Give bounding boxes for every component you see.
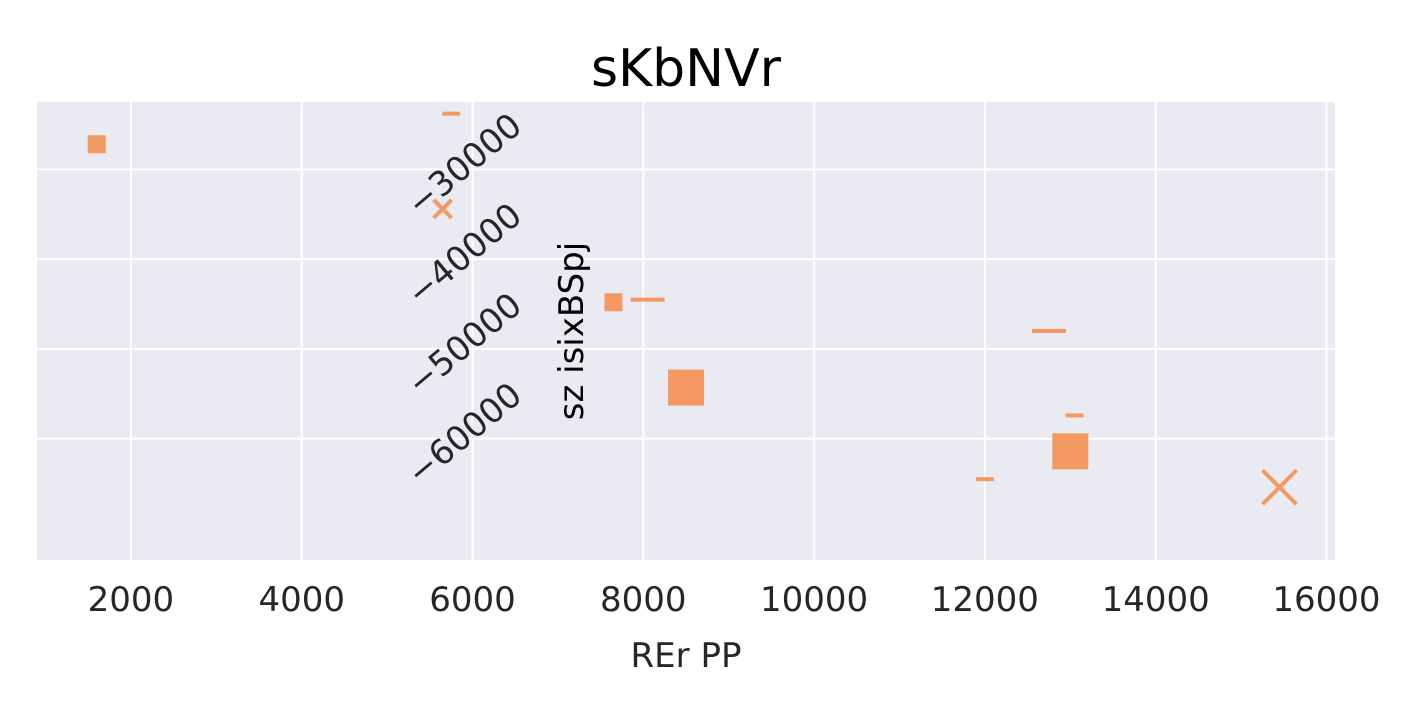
square-marker <box>604 293 623 312</box>
x-tick-label: 4000 <box>258 580 345 620</box>
x-tick-label: 6000 <box>429 580 516 620</box>
x-tick-labels: 2000 4000 6000 8000 10000 12000 14000 16000 <box>88 580 1381 620</box>
chart-title: sKbNVr <box>591 39 782 99</box>
x-tick-label: 14000 <box>1102 580 1210 620</box>
x-marker <box>1261 468 1298 506</box>
grid-lines <box>37 102 1335 560</box>
square-marker <box>668 369 704 406</box>
plot-area <box>37 102 1335 560</box>
x-tick-label: 2000 <box>88 580 175 620</box>
x-tick-label: 16000 <box>1272 580 1380 620</box>
x-tick-label: 10000 <box>760 580 868 620</box>
x-tick-label: 8000 <box>600 580 687 620</box>
x-axis-label: REr PP <box>631 636 742 676</box>
square-marker <box>87 135 106 154</box>
y-axis-label: sz isixBSpj <box>552 242 592 420</box>
square-marker <box>1052 433 1089 470</box>
x-tick-label: 12000 <box>931 580 1039 620</box>
data-points <box>87 111 1298 506</box>
x-marker <box>432 198 454 220</box>
